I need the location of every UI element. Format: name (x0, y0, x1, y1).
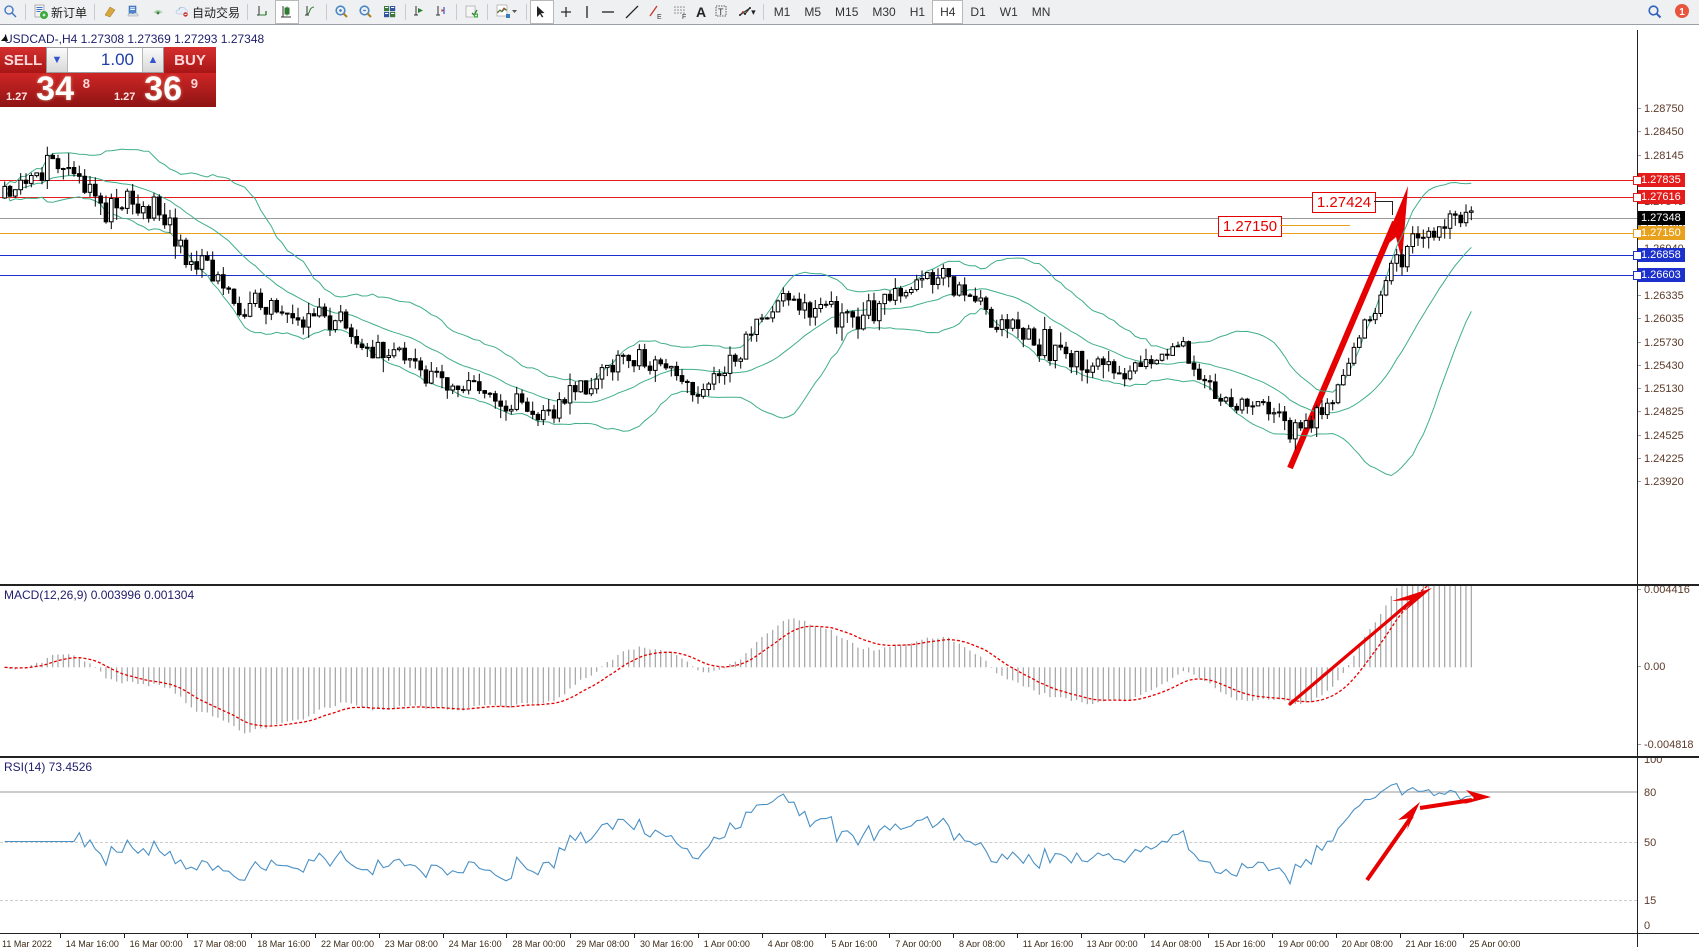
svg-text:E: E (657, 14, 662, 20)
svg-text:F: F (682, 14, 686, 20)
svg-text:T: T (718, 7, 724, 17)
svg-text:1: 1 (1679, 7, 1685, 18)
